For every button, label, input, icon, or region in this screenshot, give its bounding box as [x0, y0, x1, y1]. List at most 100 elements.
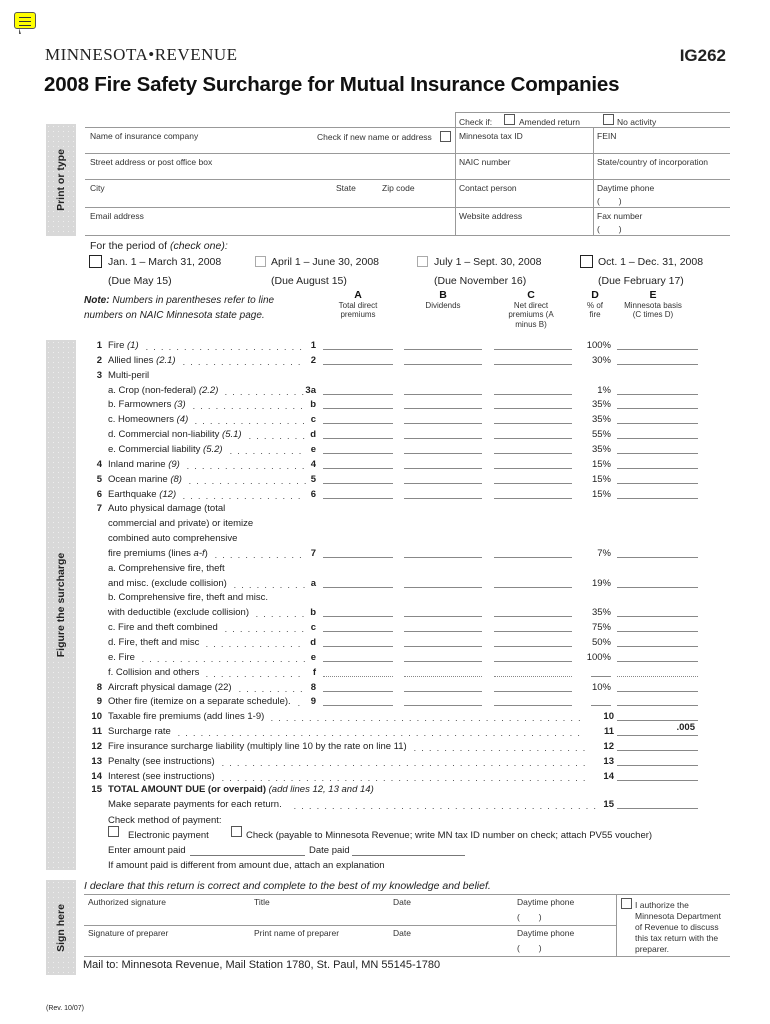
column-e-input[interactable]	[617, 363, 698, 365]
authorize-preparer-checkbox[interactable]	[621, 898, 632, 909]
no-activity-checkbox[interactable]	[603, 114, 614, 125]
title-field[interactable]: Title	[254, 897, 270, 907]
period-q4-checkbox[interactable]	[580, 255, 593, 268]
column-b-input[interactable]	[404, 438, 482, 440]
column-b-input[interactable]	[404, 556, 482, 558]
signer-phone-field[interactable]: Daytime phone	[517, 897, 575, 907]
column-c-input[interactable]	[494, 705, 572, 707]
column-b-input[interactable]	[404, 631, 482, 633]
column-c-input[interactable]	[494, 423, 572, 425]
column-a-input[interactable]	[323, 660, 393, 662]
column-a-input[interactable]	[323, 349, 393, 350]
column-c-input[interactable]	[494, 646, 572, 647]
column-b-input[interactable]	[404, 497, 482, 499]
amount-paid-input[interactable]	[190, 855, 305, 856]
column-e-input[interactable]	[617, 497, 698, 499]
column-e-input[interactable]	[617, 467, 698, 469]
new-name-checkbox[interactable]	[440, 131, 451, 142]
column-e-input[interactable]	[617, 705, 698, 707]
fax-field[interactable]: Fax number	[597, 211, 643, 221]
street-field[interactable]: Street address or post office box	[90, 157, 213, 167]
preparer-date-field[interactable]: Date	[393, 928, 411, 938]
column-b-input[interactable]	[404, 616, 482, 618]
fein-field[interactable]: FEIN	[597, 131, 617, 141]
period-q3-checkbox[interactable]	[417, 256, 428, 267]
column-b-input[interactable]	[404, 452, 482, 454]
column-c-input[interactable]	[494, 349, 572, 350]
column-c-input[interactable]	[494, 660, 572, 662]
line-13-input[interactable]	[617, 764, 698, 766]
date-paid-input[interactable]	[352, 855, 465, 856]
line-15-input[interactable]	[617, 808, 698, 809]
column-b-input[interactable]	[404, 363, 482, 365]
comment-note-icon[interactable]	[14, 12, 36, 34]
line-12-input[interactable]	[617, 749, 698, 751]
contact-field[interactable]: Contact person	[459, 183, 517, 193]
column-a-input[interactable]	[323, 452, 393, 454]
column-e-input[interactable]	[617, 393, 698, 395]
column-c-input[interactable]	[494, 556, 572, 558]
column-a-input[interactable]	[323, 393, 393, 395]
preparer-phone-field[interactable]: Daytime phone	[517, 928, 575, 938]
column-e-input[interactable]	[617, 423, 698, 425]
column-c-input[interactable]	[494, 631, 572, 633]
naic-field[interactable]: NAIC number	[459, 157, 511, 167]
column-a-input[interactable]	[323, 675, 393, 677]
column-a-input[interactable]	[323, 646, 393, 647]
column-c-input[interactable]	[494, 482, 572, 484]
column-c-input[interactable]	[494, 467, 572, 469]
column-b-input[interactable]	[404, 660, 482, 662]
column-c-input[interactable]	[494, 497, 572, 499]
column-c-input[interactable]	[494, 452, 572, 454]
column-e-input[interactable]	[617, 482, 698, 484]
column-a-input[interactable]	[323, 556, 393, 558]
column-b-input[interactable]	[404, 586, 482, 588]
column-a-input[interactable]	[323, 438, 393, 440]
column-b-input[interactable]	[404, 482, 482, 484]
daytime-phone-field[interactable]: Daytime phone	[597, 183, 655, 193]
zip-field[interactable]: Zip code	[382, 183, 415, 193]
website-field[interactable]: Website address	[459, 211, 523, 221]
state-country-field[interactable]: State/country of incorporation	[597, 157, 709, 167]
authorized-signature-field[interactable]: Authorized signature	[88, 897, 166, 907]
column-a-input[interactable]	[323, 363, 393, 365]
column-e-input[interactable]	[617, 438, 698, 440]
column-b-input[interactable]	[404, 690, 482, 692]
city-field[interactable]: City	[90, 183, 105, 193]
column-e-input[interactable]	[617, 616, 698, 618]
preparer-signature-field[interactable]: Signature of preparer	[88, 928, 169, 938]
column-e-input[interactable]	[617, 586, 698, 588]
column-b-input[interactable]	[404, 423, 482, 425]
period-q2-checkbox[interactable]	[255, 256, 266, 267]
column-b-input[interactable]	[404, 393, 482, 395]
preparer-name-field[interactable]: Print name of preparer	[254, 928, 340, 938]
column-b-input[interactable]	[404, 467, 482, 469]
electronic-payment-checkbox[interactable]	[108, 826, 119, 837]
column-e-input[interactable]	[617, 452, 698, 454]
line-11-input[interactable]	[617, 734, 698, 736]
amended-return-checkbox[interactable]	[504, 114, 515, 125]
column-e-input[interactable]	[617, 646, 698, 647]
email-field[interactable]: Email address	[90, 211, 144, 221]
column-e-input[interactable]	[617, 408, 698, 410]
mn-tax-id-field[interactable]: Minnesota tax ID	[459, 131, 523, 141]
column-a-input[interactable]	[323, 497, 393, 499]
column-a-input[interactable]	[323, 423, 393, 425]
check-payment-checkbox[interactable]	[231, 826, 242, 837]
column-e-input[interactable]	[617, 631, 698, 633]
column-b-input[interactable]	[404, 675, 482, 677]
column-e-input[interactable]	[617, 349, 698, 350]
column-a-input[interactable]	[323, 408, 393, 410]
column-c-input[interactable]	[494, 408, 572, 410]
state-field[interactable]: State	[336, 183, 356, 193]
company-name-field[interactable]: Name of insurance company	[90, 131, 199, 141]
column-e-input[interactable]	[617, 675, 698, 677]
column-e-input[interactable]	[617, 690, 698, 692]
column-a-input[interactable]	[323, 616, 393, 618]
column-b-input[interactable]	[404, 408, 482, 410]
column-c-input[interactable]	[494, 616, 572, 618]
column-b-input[interactable]	[404, 705, 482, 707]
column-c-input[interactable]	[494, 393, 572, 395]
column-b-input[interactable]	[404, 349, 482, 350]
column-a-input[interactable]	[323, 586, 393, 588]
